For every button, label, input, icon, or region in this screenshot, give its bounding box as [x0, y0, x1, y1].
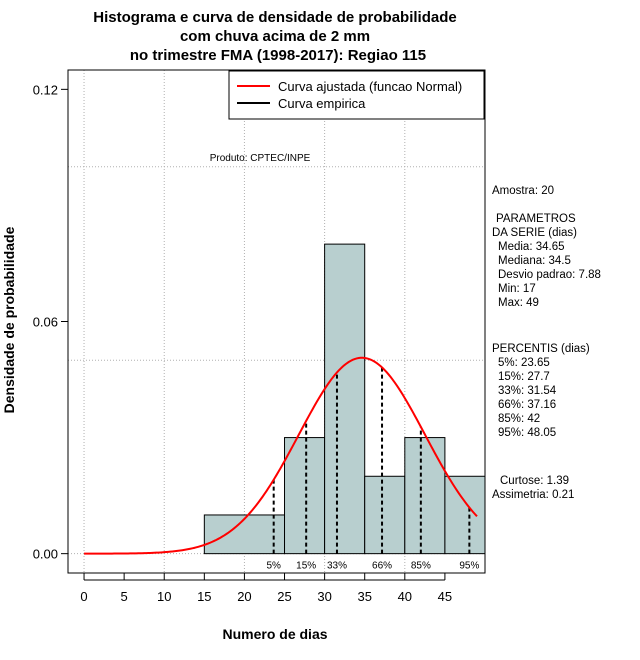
histogram-bar: [324, 243, 366, 555]
histogram-bar: [404, 437, 446, 555]
histogram-bars: [203, 243, 486, 555]
x-tick-label: 10: [157, 589, 171, 604]
x-axis-label: Numero de dias: [222, 626, 327, 642]
percentile-label: 66%: [372, 561, 392, 572]
y-tick-label: 0.12: [33, 82, 58, 97]
histogram-bar: [203, 514, 286, 555]
pct-85: 85%: 42: [498, 413, 540, 425]
pct-5: 5%: 23.65: [498, 357, 550, 369]
pct-33: 33%: 31.54: [498, 385, 557, 397]
chart-title-line-2: com chuva acima de 2 mm: [180, 28, 370, 45]
x-tick-label: 25: [277, 589, 291, 604]
x-tick-label: 5: [121, 589, 128, 604]
histogram-bar: [284, 437, 326, 555]
y-tick-label: 0.00: [33, 547, 58, 562]
x-axis: 0 5 10 15 20 25 30 35 40 45: [80, 573, 452, 604]
params-title: PARAMETROS: [496, 213, 576, 225]
stat-mean: Media: 34.65: [498, 241, 565, 253]
stats-panel: Amostra: 20 PARAMETROS DA SERIE (dias) M…: [492, 185, 601, 501]
x-tick-label: 0: [80, 589, 87, 604]
x-tick-label: 15: [197, 589, 211, 604]
y-axis-label: Densidade de probabilidade: [1, 226, 17, 413]
x-tick-label: 45: [438, 589, 452, 604]
percentile-label: 33%: [327, 561, 347, 572]
y-tick-label: 0.06: [33, 315, 58, 330]
percentile-label: 5%: [266, 561, 281, 572]
stat-skewness: Assimetria: 0.21: [492, 489, 574, 501]
legend-fitted-label: Curva ajustada (funcao Normal): [278, 79, 462, 94]
histogram-bar: [444, 475, 486, 555]
pct-15: 15%: 27.7: [498, 371, 550, 383]
percentile-label: 95%: [459, 561, 479, 572]
percentile-labels: 5% 15% 33% 66% 85% 95%: [266, 561, 479, 572]
fitted-normal-curve: [84, 356, 478, 555]
x-tick-label: 35: [357, 589, 371, 604]
x-tick-label: 20: [237, 589, 251, 604]
histogram-bar: [364, 475, 406, 555]
stat-kurtosis: Curtose: 1.39: [500, 475, 569, 487]
percentiles-title: PERCENTIS (dias): [492, 343, 590, 355]
x-tick-label: 40: [398, 589, 412, 604]
watermark-text: Produto: CPTEC/INPE: [210, 153, 311, 164]
legend-empirical-label: Curva empirica: [278, 96, 366, 111]
sample-size: Amostra: 20: [492, 185, 554, 197]
pct-66: 66%: 37.16: [498, 399, 556, 411]
y-axis: 0.00 0.06 0.12: [33, 82, 68, 562]
pct-95: 95%: 48.05: [498, 427, 556, 439]
percentile-label: 85%: [411, 561, 431, 572]
chart-title-line-3: no trimestre FMA (1998-2017): Regiao 115: [130, 47, 426, 64]
stat-sd: Desvio padrao: 7.88: [498, 269, 601, 281]
legend-box: [228, 70, 485, 120]
legend: Curva ajustada (funcao Normal) Curva emp…: [228, 70, 485, 120]
x-tick-label: 30: [317, 589, 331, 604]
percentile-label: 15%: [296, 561, 316, 572]
params-subtitle: DA SERIE (dias): [492, 227, 577, 239]
stat-min: Min: 17: [498, 283, 536, 295]
fitted-curve-line: [84, 356, 478, 555]
stat-max: Max: 49: [498, 297, 539, 309]
chart-title-line-1: Histograma e curva de densidade de proba…: [93, 9, 456, 26]
percentile-lines: [272, 367, 471, 554]
stat-median: Mediana: 34.5: [498, 255, 571, 267]
